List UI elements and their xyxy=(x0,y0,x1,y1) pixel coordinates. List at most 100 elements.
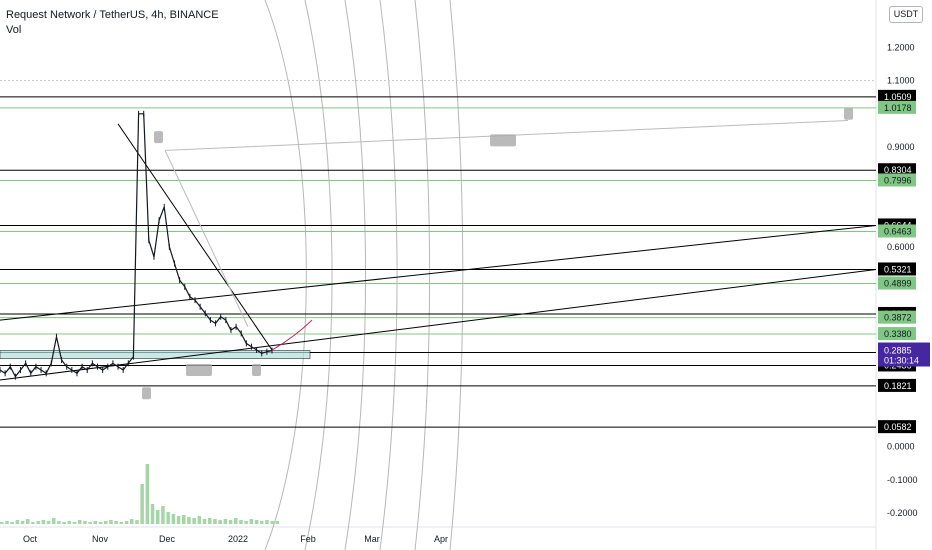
price-level-label: 0.3380 xyxy=(884,329,912,339)
volume-bar xyxy=(0,522,4,524)
volume-bar xyxy=(83,521,87,524)
drawing-handle[interactable] xyxy=(490,134,516,147)
candle-countdown: 01:30:14 xyxy=(884,356,919,366)
volume-bar xyxy=(15,520,20,524)
price-level-label: 0.8304 xyxy=(884,165,912,175)
volume-bar xyxy=(249,519,254,524)
volume-bar xyxy=(52,518,56,524)
price-level-badge xyxy=(878,224,916,238)
volume-bar xyxy=(223,519,228,524)
volume-bar xyxy=(218,520,222,524)
price-level-badge xyxy=(878,100,916,114)
volume-bar xyxy=(213,519,217,524)
volume-bar xyxy=(145,464,150,524)
volume-bar xyxy=(88,522,92,524)
x-tick-label: Oct xyxy=(23,534,38,544)
arc-4 xyxy=(414,0,431,550)
volume-bar xyxy=(187,517,191,524)
price-level-badge xyxy=(878,173,916,187)
drawing-handle[interactable] xyxy=(252,363,261,376)
price-level-label: 0.1821 xyxy=(884,381,912,391)
drawing-handle[interactable] xyxy=(154,131,163,144)
volume-bar xyxy=(20,521,25,524)
trendline-upper[interactable] xyxy=(0,224,877,321)
volume-bar xyxy=(98,522,103,524)
volume-bar xyxy=(104,521,108,524)
price-level-badge xyxy=(878,310,916,324)
y-tick-label: 0.9000 xyxy=(887,142,915,152)
x-tick-label: Dec xyxy=(159,534,176,544)
volume-bar xyxy=(140,484,144,524)
volume-bar xyxy=(119,522,124,524)
volume-bar xyxy=(161,506,165,524)
arc-3 xyxy=(379,0,398,550)
y-tick-label: -0.2000 xyxy=(887,508,918,518)
symbol-title: Request Network / TetherUS, 4h, BINANCE xyxy=(6,9,219,21)
price-level-badge xyxy=(878,163,916,177)
price-level-label: 0.4899 xyxy=(884,279,912,289)
price-level-badge xyxy=(878,89,916,103)
price-level-label: 0.7996 xyxy=(884,175,912,185)
volume-bar xyxy=(265,520,269,524)
y-tick-label: 0.0000 xyxy=(887,442,915,452)
trendline-lower[interactable] xyxy=(0,268,877,381)
price-series-line xyxy=(0,113,273,378)
support-zone[interactable] xyxy=(0,350,311,359)
y-tick-label: 1.1000 xyxy=(887,76,915,86)
x-tick-label: Mar xyxy=(364,534,380,544)
price-level-badge xyxy=(878,420,916,434)
price-level-label: 1.0509 xyxy=(884,92,912,102)
volume-bar xyxy=(228,520,233,524)
volume-bar xyxy=(270,521,274,524)
price-level-label: 0.0582 xyxy=(884,422,912,432)
volume-bar xyxy=(171,514,176,524)
volume-bar xyxy=(202,519,207,524)
y-tick-label: -0.1000 xyxy=(887,475,918,485)
volume-bar xyxy=(150,504,155,524)
volume-bar xyxy=(72,522,77,524)
volume-bar xyxy=(67,521,72,524)
arc-0 xyxy=(264,0,307,550)
volume-bar xyxy=(5,521,9,524)
currency-button[interactable]: USDT xyxy=(889,6,923,23)
projection-arrow[interactable] xyxy=(271,319,313,351)
volume-bar xyxy=(78,520,82,524)
volume-bar xyxy=(10,522,14,524)
x-tick-label: Apr xyxy=(434,534,448,544)
volume-bar xyxy=(197,516,202,524)
volume-bar xyxy=(156,510,160,524)
trendline-falling[interactable] xyxy=(117,123,273,351)
volume-bar xyxy=(254,520,259,524)
y-tick-label: 1.2000 xyxy=(887,42,915,52)
volume-bar xyxy=(166,512,170,524)
volume-bar xyxy=(135,520,139,524)
volume-bar xyxy=(275,521,280,524)
drawing-handle[interactable] xyxy=(142,387,151,400)
volume-bar xyxy=(62,522,66,524)
current-price-badge xyxy=(878,342,930,367)
y-tick-label: 0.6000 xyxy=(887,242,915,252)
drawing-handle[interactable] xyxy=(844,107,853,120)
price-level-label: 0.5321 xyxy=(884,264,912,274)
volume-bar xyxy=(31,522,35,524)
volume-bar xyxy=(93,521,98,524)
projection-leg[interactable] xyxy=(164,150,249,327)
price-level-badge xyxy=(878,262,916,276)
current-price-label: 0.2885 xyxy=(884,346,912,356)
x-tick-label: Feb xyxy=(300,534,316,544)
volume-bar xyxy=(234,518,238,524)
volume-bar xyxy=(182,515,186,524)
volume-bar xyxy=(239,520,243,524)
volume-bar xyxy=(208,518,212,524)
drawing-handle[interactable] xyxy=(186,363,212,376)
volume-bar xyxy=(109,520,113,524)
price-level-label: 1.0178 xyxy=(884,103,912,113)
price-level-badge xyxy=(878,327,916,341)
x-tick-label: 2022 xyxy=(228,534,248,544)
price-level-label: 0.3872 xyxy=(884,313,912,323)
volume-bar xyxy=(192,518,196,524)
price-level-badge xyxy=(878,378,916,392)
volume-bar xyxy=(244,521,248,524)
price-level-badge xyxy=(878,276,916,290)
